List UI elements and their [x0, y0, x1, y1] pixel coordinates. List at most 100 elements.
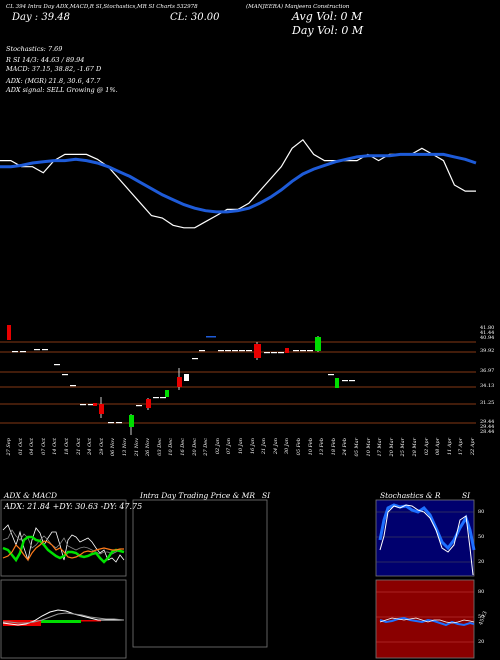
candle [184, 374, 189, 381]
date-label: 11 Apr [446, 438, 453, 456]
stoch-tick: 80 [478, 509, 485, 515]
date-label: 16 Jan [249, 438, 256, 455]
date-label: 05 Mar [354, 438, 360, 457]
candle [7, 325, 11, 340]
adx-readout: ADX: (MGR) 21.8, 30.6, 47.7 [6, 77, 101, 85]
candle [160, 397, 166, 399]
candle [315, 337, 321, 351]
candle [62, 374, 68, 376]
stochastics-panel-title-si: SI [462, 491, 471, 500]
candle [271, 352, 277, 354]
date-label: 26 Nov [145, 438, 152, 457]
rsi-tick: 80 [478, 589, 485, 595]
rsi-panel [375, 579, 475, 659]
date-label: 27 Sep [6, 438, 12, 456]
date-label: 22 Apr [470, 438, 476, 456]
level-label: 40.94 [480, 335, 495, 341]
date-label: 28 Mar [412, 438, 418, 457]
date-label: 13 Nov [122, 438, 128, 457]
date-label: 10 Feb [307, 438, 314, 456]
candle [42, 349, 48, 351]
company-name: (MANJEERA) Manjeera Construction [246, 4, 350, 10]
level-label: 31.25 [480, 400, 495, 406]
candle [192, 358, 198, 360]
rsi-line [379, 616, 475, 627]
date-label: 29 Oct [98, 438, 105, 455]
candle [225, 350, 231, 352]
date-label: 30 Jan [284, 438, 291, 455]
date-label: 03 Dec [156, 438, 163, 456]
macd-signal-line [3, 612, 125, 624]
mrsi-panel-title: Intra Day Trading Price & MR [140, 491, 256, 500]
candle [239, 350, 245, 352]
day-price: Day : 39.48 [12, 12, 70, 23]
candle [278, 352, 284, 354]
date-label: 21 Oct [75, 438, 82, 455]
stochastics-k-line [378, 503, 476, 551]
candle [88, 404, 94, 406]
candle [300, 350, 306, 352]
date-label: 27 Dec [203, 438, 210, 456]
level-label: 39.92 [480, 348, 495, 354]
stochastics-d-line [379, 504, 474, 576]
candle [165, 390, 169, 397]
date-label: 14 Oct [52, 438, 59, 455]
stochastics-panel-title: Stochastics & R [380, 491, 441, 500]
date-label: 21 Nov [133, 438, 140, 457]
candlesticks [7, 325, 355, 435]
date-label: 24 Oct [87, 438, 94, 455]
candle [116, 422, 122, 424]
candle [328, 374, 334, 376]
candle [199, 350, 205, 352]
candle [12, 351, 18, 353]
candle [153, 397, 159, 399]
level-label: 34.13 [480, 383, 495, 389]
date-label: 17 Apr [458, 438, 465, 456]
date-label: 13 Feb [319, 438, 326, 456]
candle [206, 336, 211, 338]
date-label: 20 Dec [191, 438, 198, 456]
date-label: 07 Jan [226, 438, 233, 455]
candle [232, 350, 238, 352]
candle [136, 405, 142, 407]
candle [218, 350, 224, 352]
rsi-readout: R SI 14/3: 44.63 / 89.94 [6, 56, 85, 64]
candle [93, 403, 97, 406]
candle [146, 399, 151, 408]
close-price: CL: 30.00 [170, 12, 220, 23]
candle [80, 404, 86, 406]
adx-panel-title: ADX & MACD [4, 491, 58, 500]
candle [246, 350, 252, 352]
candle [99, 404, 104, 414]
date-label: 18 Feb [330, 438, 337, 456]
adx-panel [0, 499, 127, 577]
minus-di-line [2, 540, 124, 562]
date-label: 24 Jan [272, 438, 279, 455]
level-label: 28.44 [480, 429, 495, 435]
mrsi-panel [132, 499, 268, 648]
candle [307, 350, 313, 352]
moving-average-line [0, 152, 477, 214]
date-label: 06 Nov [110, 438, 117, 457]
date-label: 10 Jan [238, 438, 244, 455]
date-label: 08 Apr [435, 438, 442, 456]
candle [177, 377, 182, 387]
day-volume: Day Vol: 0 M [292, 24, 364, 37]
candle [211, 336, 216, 338]
candle [254, 344, 261, 358]
candle [129, 415, 134, 427]
candle [342, 380, 348, 382]
date-label: 02 Apr [423, 438, 430, 456]
date-label: 04 Oct [29, 438, 36, 455]
adx-signal: ADX signal: SELL Growing @ 1%. [6, 86, 118, 94]
adx-line [2, 529, 125, 555]
avg-volume: Avg Vol: 0 M [292, 10, 363, 23]
level-label: 41.44 [480, 330, 495, 336]
candle [293, 350, 299, 352]
candle [264, 352, 270, 354]
date-label: 17 Mar [377, 438, 384, 457]
candle [70, 385, 76, 387]
candle [20, 351, 26, 353]
date-label: 24 Feb [342, 438, 349, 456]
